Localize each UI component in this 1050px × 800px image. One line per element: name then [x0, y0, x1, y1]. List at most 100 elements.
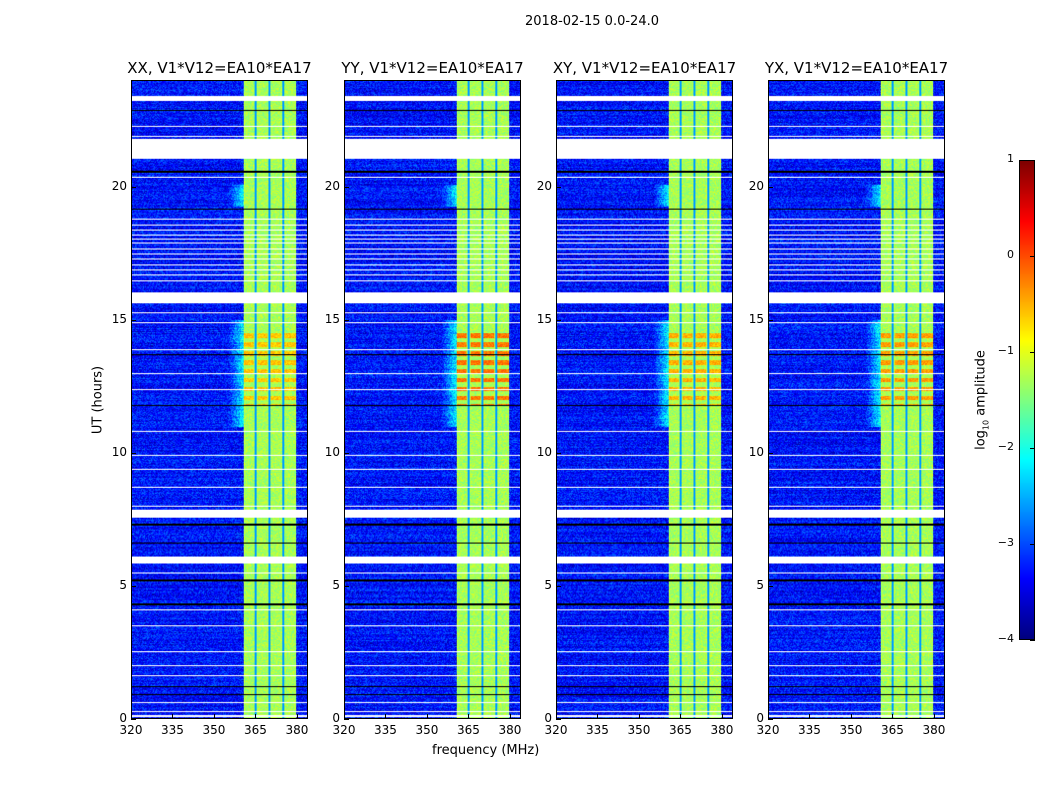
y-tick: [768, 319, 773, 321]
spectrogram-heatmap: [769, 81, 944, 718]
x-tick: [426, 714, 428, 719]
panel-title: YX, V1*V12=EA10*EA17: [764, 59, 949, 77]
y-tick-label: 15: [324, 311, 340, 326]
y-axis-label: UT (hours): [90, 365, 106, 435]
y-tick-label: 10: [324, 444, 340, 459]
y-tick-label: 0: [119, 711, 127, 725]
y-tick: [556, 452, 561, 454]
x-tick-label: 320: [756, 723, 780, 737]
y-tick-label: 20: [111, 178, 127, 193]
x-tick: [213, 714, 215, 719]
colorbar-tick-label: 1: [1007, 152, 1014, 165]
x-tick-label: 365: [244, 723, 267, 737]
panel-title: XX, V1*V12=EA10*EA17: [127, 59, 312, 77]
y-tick: [131, 585, 136, 587]
spectrogram-heatmap: [132, 81, 307, 718]
x-tick: [933, 714, 935, 719]
x-tick: [721, 714, 723, 719]
y-tick-label: 5: [332, 577, 340, 592]
colorbar-tick: [1030, 448, 1035, 449]
x-tick: [131, 714, 132, 719]
x-tick-label: 350: [202, 723, 226, 737]
y-tick-label: 5: [119, 577, 127, 592]
x-tick: [768, 714, 769, 719]
spectrogram-panel-3: [768, 80, 945, 719]
x-tick: [255, 714, 257, 719]
spectrogram-heatmap: [557, 81, 732, 718]
x-tick: [172, 714, 174, 719]
x-tick: [638, 714, 640, 719]
x-axis-label: frequency (MHz): [432, 743, 540, 758]
spectrogram-heatmap: [345, 81, 520, 718]
colorbar-label-sub: 10: [981, 419, 991, 431]
y-tick: [344, 319, 349, 321]
colorbar-tick: [1030, 256, 1035, 257]
y-tick: [768, 452, 773, 454]
colorbar: [1019, 160, 1035, 640]
y-tick-label: 5: [544, 577, 552, 592]
colorbar-tick: [1030, 640, 1035, 641]
colorbar-label: log10 amplitude: [974, 350, 991, 450]
y-tick-label: 15: [111, 311, 127, 326]
x-tick: [850, 714, 852, 719]
colorbar-tick-label: −4: [997, 632, 1014, 645]
x-tick: [809, 714, 811, 719]
x-tick-label: 335: [374, 723, 397, 737]
x-tick-label: 365: [669, 723, 692, 737]
x-tick: [597, 714, 599, 719]
y-tick: [344, 719, 349, 720]
y-tick-label: 20: [748, 178, 764, 193]
y-tick: [131, 719, 136, 720]
y-tick: [768, 186, 773, 188]
y-tick-label: 20: [536, 178, 552, 193]
spectrogram-panel-2: [556, 80, 733, 719]
x-tick-label: 380: [922, 723, 946, 737]
x-tick: [344, 714, 345, 719]
x-tick: [892, 714, 894, 719]
colorbar-tick: [1030, 544, 1035, 545]
y-tick-label: 0: [332, 711, 340, 725]
panel-title: YY, V1*V12=EA10*EA17: [341, 59, 524, 77]
y-tick: [344, 452, 349, 454]
x-tick-label: 380: [710, 723, 734, 737]
x-tick-label: 380: [285, 723, 309, 737]
x-tick-label: 320: [332, 723, 356, 737]
x-tick-label: 350: [839, 723, 863, 737]
x-tick-label: 335: [798, 723, 821, 737]
x-tick: [509, 714, 511, 719]
x-tick-label: 365: [881, 723, 904, 737]
y-tick-label: 15: [536, 311, 552, 326]
y-tick: [556, 319, 561, 321]
colorbar-tick-label: −2: [997, 440, 1014, 453]
x-tick: [468, 714, 470, 719]
y-tick: [768, 585, 773, 587]
x-tick-label: 320: [119, 723, 143, 737]
x-tick-label: 335: [161, 723, 184, 737]
spectrogram-panel-0: [131, 80, 308, 719]
figure-title: 2018-02-15 0.0-24.0: [525, 14, 659, 29]
y-tick: [344, 585, 349, 587]
colorbar-tick-label: −1: [997, 344, 1014, 357]
y-tick-label: 10: [536, 444, 552, 459]
y-tick-label: 20: [324, 178, 340, 193]
x-tick-label: 365: [457, 723, 480, 737]
x-tick: [680, 714, 682, 719]
y-tick-label: 5: [756, 577, 764, 592]
colorbar-tick-label: 0: [1007, 248, 1014, 261]
y-tick: [556, 186, 561, 188]
spectrogram-panel-1: [344, 80, 521, 719]
y-tick: [556, 585, 561, 587]
y-tick-label: 0: [544, 711, 552, 725]
y-tick-label: 0: [756, 711, 764, 725]
panel-title: XY, V1*V12=EA10*EA17: [552, 59, 737, 77]
x-tick-label: 320: [544, 723, 568, 737]
colorbar-label-main: log: [973, 430, 989, 450]
y-tick: [768, 719, 773, 720]
x-tick-label: 335: [586, 723, 609, 737]
y-tick: [344, 186, 349, 188]
colorbar-tick-label: −3: [997, 536, 1014, 549]
x-tick-label: 350: [627, 723, 651, 737]
colorbar-label-rest: amplitude: [973, 350, 989, 420]
y-tick: [131, 452, 136, 454]
y-tick-label: 10: [748, 444, 764, 459]
